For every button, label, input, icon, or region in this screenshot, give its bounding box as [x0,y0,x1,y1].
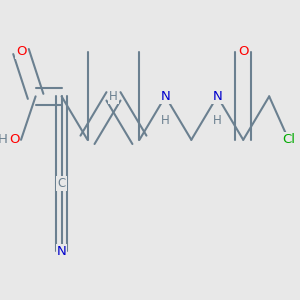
Text: C: C [57,177,66,190]
Text: Cl: Cl [282,133,295,146]
Text: H: H [161,114,170,127]
Text: O: O [238,45,248,58]
Text: O: O [16,45,26,58]
Text: N: N [160,90,170,103]
Text: H: H [213,114,222,127]
Text: O: O [9,133,20,146]
Text: N: N [212,90,222,103]
Text: H: H [109,90,118,103]
Text: H: H [0,133,8,146]
Text: N: N [57,245,66,258]
